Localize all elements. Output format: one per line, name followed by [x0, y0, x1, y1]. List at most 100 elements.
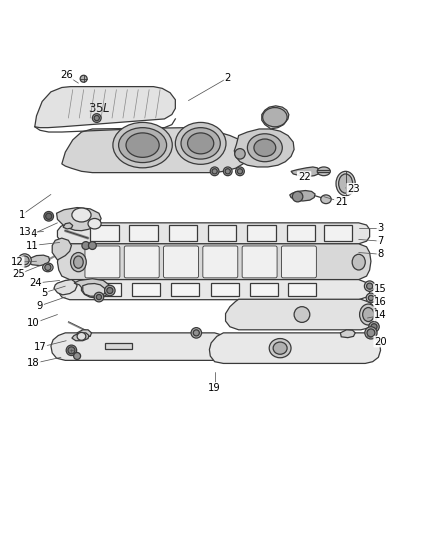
Ellipse shape: [336, 171, 355, 196]
Polygon shape: [72, 333, 89, 341]
Polygon shape: [57, 223, 370, 244]
Ellipse shape: [292, 191, 303, 202]
Bar: [288, 283, 316, 296]
Text: 17: 17: [34, 342, 46, 352]
Ellipse shape: [96, 294, 102, 300]
Text: 1: 1: [18, 210, 25, 220]
Ellipse shape: [45, 264, 51, 270]
Ellipse shape: [236, 167, 244, 176]
Ellipse shape: [263, 108, 287, 127]
Ellipse shape: [321, 195, 331, 204]
Ellipse shape: [94, 116, 99, 120]
Text: 22: 22: [298, 172, 311, 182]
Ellipse shape: [119, 128, 166, 163]
Text: 9: 9: [37, 301, 43, 311]
Ellipse shape: [113, 123, 172, 168]
Polygon shape: [57, 207, 101, 231]
Text: 12: 12: [11, 257, 24, 267]
Ellipse shape: [254, 139, 276, 157]
Bar: [208, 225, 237, 241]
Text: 15: 15: [374, 284, 387, 294]
Text: 5: 5: [41, 288, 48, 298]
Polygon shape: [62, 128, 249, 173]
Ellipse shape: [223, 167, 232, 176]
Ellipse shape: [72, 208, 91, 222]
Bar: [132, 283, 160, 296]
Polygon shape: [35, 87, 175, 128]
Ellipse shape: [294, 306, 310, 322]
Text: 11: 11: [26, 240, 39, 251]
FancyBboxPatch shape: [203, 246, 238, 278]
Bar: [324, 225, 352, 241]
Bar: [169, 225, 197, 241]
Ellipse shape: [20, 256, 29, 265]
Polygon shape: [74, 279, 110, 298]
Ellipse shape: [364, 281, 375, 292]
Polygon shape: [291, 167, 319, 176]
Polygon shape: [52, 238, 71, 260]
Ellipse shape: [82, 241, 90, 249]
Ellipse shape: [352, 254, 365, 270]
Ellipse shape: [74, 352, 81, 359]
Ellipse shape: [193, 330, 199, 336]
Text: 25: 25: [12, 269, 25, 279]
Ellipse shape: [371, 324, 377, 330]
Polygon shape: [63, 223, 73, 229]
Text: 14: 14: [374, 310, 387, 320]
Bar: [93, 283, 121, 296]
Ellipse shape: [237, 169, 243, 174]
Bar: [287, 225, 315, 241]
Ellipse shape: [269, 338, 291, 358]
Ellipse shape: [71, 253, 86, 272]
Ellipse shape: [273, 342, 287, 354]
Ellipse shape: [107, 287, 113, 294]
Polygon shape: [83, 284, 106, 296]
Ellipse shape: [66, 345, 77, 356]
Bar: [106, 343, 132, 350]
Polygon shape: [59, 280, 370, 300]
Text: 8: 8: [378, 249, 384, 259]
Ellipse shape: [126, 133, 159, 157]
Ellipse shape: [367, 283, 373, 289]
Polygon shape: [340, 330, 355, 338]
Text: 7: 7: [378, 236, 384, 246]
Ellipse shape: [225, 169, 230, 174]
Text: 24: 24: [29, 278, 42, 288]
Ellipse shape: [74, 256, 83, 268]
Ellipse shape: [68, 347, 75, 354]
Text: 16: 16: [374, 297, 387, 308]
Ellipse shape: [187, 133, 214, 154]
Bar: [247, 225, 276, 241]
Ellipse shape: [235, 149, 245, 159]
Ellipse shape: [105, 285, 115, 296]
Polygon shape: [54, 280, 77, 295]
Ellipse shape: [92, 114, 101, 123]
Ellipse shape: [210, 167, 219, 176]
Text: 21: 21: [335, 197, 348, 207]
Text: 3: 3: [378, 223, 384, 233]
Polygon shape: [262, 106, 289, 129]
Polygon shape: [28, 255, 49, 265]
Bar: [171, 283, 199, 296]
Ellipse shape: [94, 292, 104, 302]
Ellipse shape: [175, 123, 226, 164]
Ellipse shape: [18, 254, 31, 267]
FancyBboxPatch shape: [282, 246, 316, 278]
Ellipse shape: [365, 327, 377, 339]
Ellipse shape: [247, 134, 283, 161]
Polygon shape: [290, 190, 315, 201]
FancyBboxPatch shape: [163, 246, 198, 278]
Text: 26: 26: [60, 70, 73, 80]
Ellipse shape: [339, 174, 353, 193]
Ellipse shape: [191, 328, 201, 338]
Polygon shape: [209, 333, 381, 364]
Ellipse shape: [212, 169, 217, 174]
FancyBboxPatch shape: [85, 246, 120, 278]
Bar: [90, 225, 119, 241]
Text: 19: 19: [208, 383, 221, 393]
Ellipse shape: [367, 329, 375, 337]
Polygon shape: [226, 299, 377, 330]
Ellipse shape: [181, 128, 220, 159]
Bar: [250, 283, 278, 296]
Text: 20: 20: [374, 337, 387, 346]
